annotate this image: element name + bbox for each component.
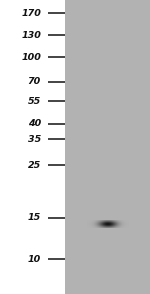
- Text: 170: 170: [21, 9, 41, 18]
- Text: 40: 40: [28, 119, 41, 128]
- Text: 70: 70: [28, 78, 41, 86]
- Bar: [0, 0, 65, 294]
- Text: 35: 35: [28, 134, 41, 143]
- Bar: [65, 0, 150, 294]
- Text: 15: 15: [28, 213, 41, 223]
- Text: 55: 55: [28, 96, 41, 106]
- Text: 25: 25: [28, 161, 41, 170]
- Text: 10: 10: [28, 255, 41, 263]
- Text: 100: 100: [21, 53, 41, 61]
- Text: 130: 130: [21, 31, 41, 39]
